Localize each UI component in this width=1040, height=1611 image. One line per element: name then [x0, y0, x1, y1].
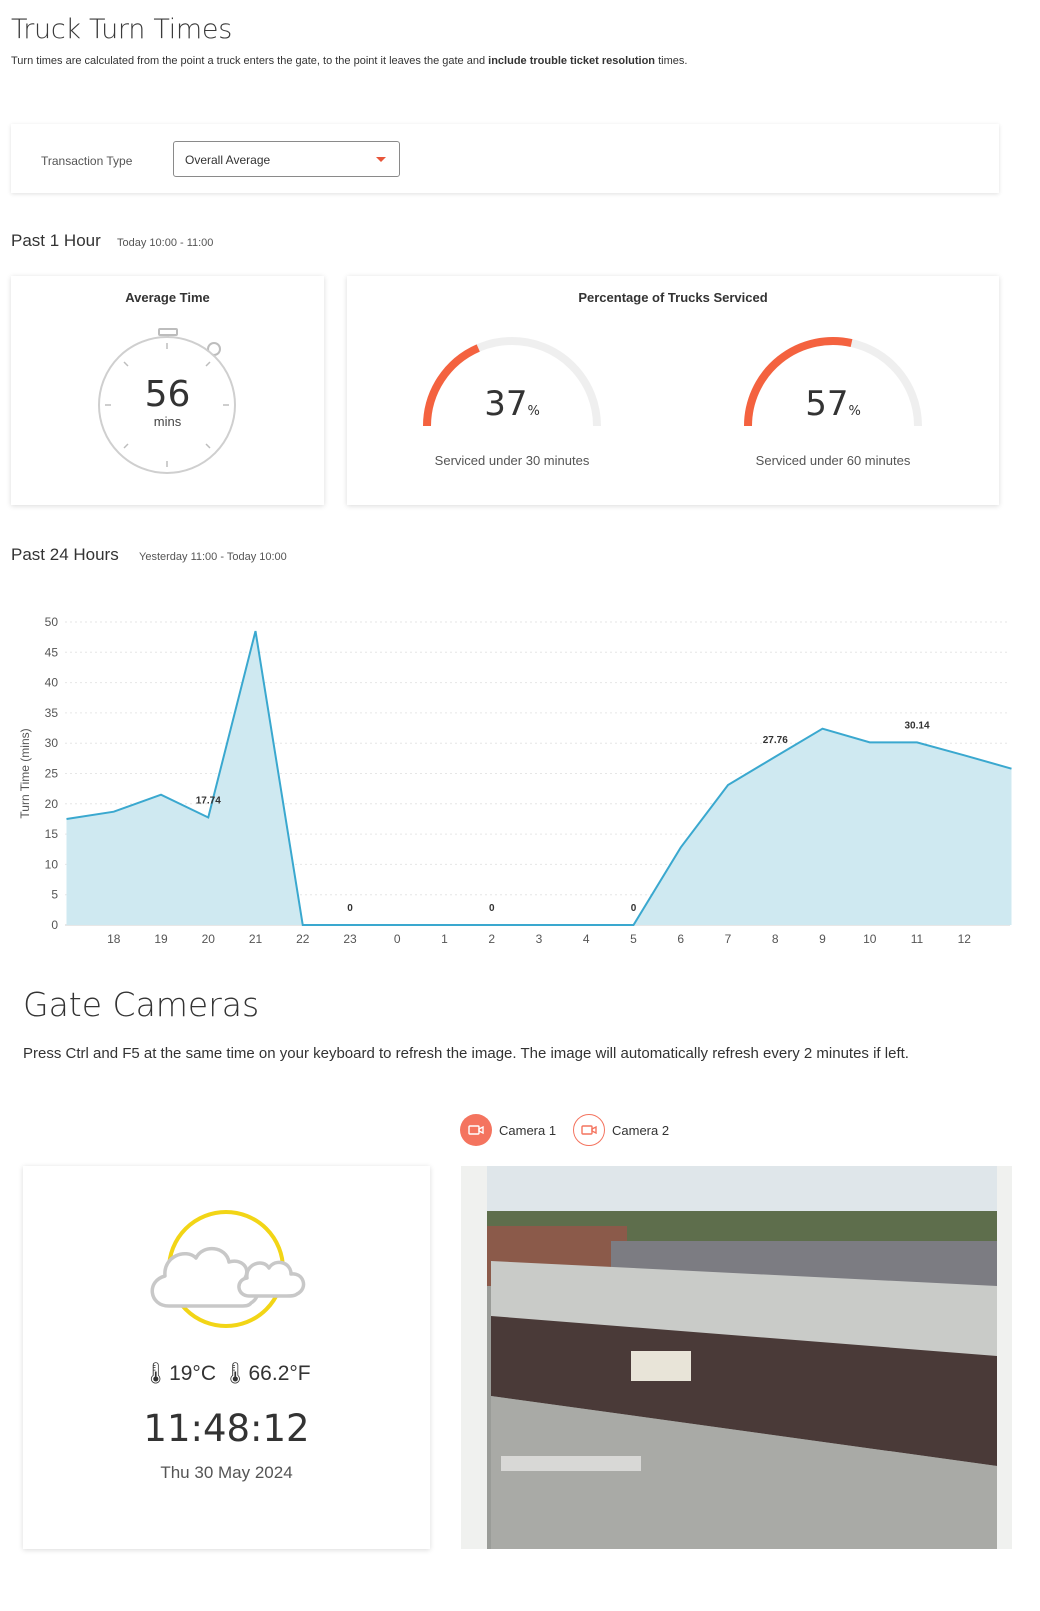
gate-cameras-title: Gate Cameras	[23, 985, 260, 1024]
transaction-type-label: Transaction Type	[41, 154, 133, 168]
y-tick-label: 10	[45, 857, 59, 871]
thermometer-icon: 🌡	[142, 1362, 170, 1385]
x-tick-label: 4	[583, 932, 590, 946]
x-tick-label: 12	[958, 932, 972, 946]
average-time-title: Average Time	[125, 290, 210, 305]
x-tick-label: 3	[536, 932, 543, 946]
y-tick-label: 25	[45, 767, 59, 781]
x-tick-label: 1	[441, 932, 448, 946]
x-tick-label: 10	[863, 932, 877, 946]
x-tick-label: 0	[394, 932, 401, 946]
x-tick-label: 23	[343, 932, 357, 946]
average-time-card: Average Time 56 mins	[11, 276, 324, 505]
temperature-fahrenheit: 66.2°F	[248, 1362, 311, 1385]
gate-cameras-instructions: Press Ctrl and F5 at the same time on yo…	[23, 1045, 909, 1062]
x-tick-label: 8	[772, 932, 779, 946]
filter-bar	[11, 124, 999, 193]
subtitle-text-end: times.	[655, 55, 688, 67]
camera-1-label: Camera 1	[499, 1122, 557, 1138]
y-tick-label: 30	[45, 736, 59, 750]
x-tick-label: 21	[249, 932, 263, 946]
y-tick-label: 40	[45, 676, 59, 690]
camera-feed-image	[461, 1166, 1012, 1549]
x-tick-label: 9	[819, 932, 826, 946]
trucks-serviced-card: Percentage of Trucks Serviced 37% Servic…	[347, 276, 999, 505]
x-tick-label: 22	[296, 932, 310, 946]
x-tick-label: 2	[488, 932, 495, 946]
transaction-type-value: Overall Average	[185, 153, 271, 167]
transaction-type-select[interactable]: Overall Average	[173, 141, 400, 177]
data-label: 0	[631, 903, 637, 914]
gauge-60-min	[744, 337, 922, 427]
page-title: Truck Turn Times	[11, 14, 232, 45]
past-hour-range: Today 10:00 - 11:00	[117, 237, 214, 249]
x-tick-label: 11	[911, 932, 924, 946]
temperature-readout: 🌡19°C 🌡66.2°F	[23, 1362, 430, 1386]
page-subtitle: Turn times are calculated from the point…	[11, 55, 687, 67]
series-line	[66, 630, 1012, 926]
stopwatch-icon	[98, 328, 236, 474]
y-tick-label: 15	[45, 827, 59, 841]
video-camera-icon	[573, 1114, 605, 1146]
gauge-30-caption: Serviced under 30 minutes	[434, 453, 590, 468]
average-time-value: 56	[144, 374, 191, 415]
y-axis-title: Turn Time (mins)	[18, 728, 32, 818]
past-day-range: Yesterday 11:00 - Today 10:00	[139, 551, 287, 563]
y-tick-label: 35	[45, 706, 59, 720]
clock-time: 11:48:12	[143, 1407, 310, 1450]
data-label: 0	[489, 903, 495, 914]
gauge-60-value: 57%	[805, 384, 861, 424]
data-label: 0	[347, 903, 353, 914]
x-tick-label: 18	[107, 932, 121, 946]
y-tick-label: 50	[45, 615, 59, 629]
temperature-celsius: 19°C	[169, 1362, 216, 1385]
clock-date: Thu 30 May 2024	[160, 1463, 293, 1482]
gauge-30-value: 37%	[484, 384, 540, 424]
caret-down-icon	[376, 157, 386, 162]
past-hour-heading: Past 1 Hour	[11, 231, 101, 250]
x-tick-label: 6	[677, 932, 684, 946]
data-label: 17.74	[196, 795, 221, 806]
data-label: 30.14	[904, 720, 929, 731]
data-label: 27.76	[763, 735, 788, 746]
camera-1-button[interactable]: Camera 1	[460, 1114, 556, 1146]
camera-2-label: Camera 2	[612, 1122, 670, 1138]
x-tick-label: 7	[725, 932, 732, 946]
y-tick-label: 5	[51, 888, 58, 902]
y-tick-label: 45	[45, 645, 59, 659]
past-day-heading: Past 24 Hours	[11, 545, 119, 564]
weather-card	[23, 1166, 430, 1549]
gauge-30-min	[423, 337, 601, 427]
y-tick-label: 20	[45, 797, 59, 811]
x-tick-label: 20	[202, 932, 216, 946]
partly-cloudy-icon	[150, 1210, 306, 1328]
series-area	[66, 631, 1012, 925]
x-tick-label: 5	[630, 932, 637, 946]
x-tick-label: 19	[154, 932, 168, 946]
subtitle-text: Turn times are calculated from the point…	[11, 55, 489, 67]
average-time-unit: mins	[153, 414, 182, 429]
y-tick-label: 0	[51, 918, 58, 932]
subtitle-emphasis: include trouble ticket resolution	[488, 55, 656, 67]
video-camera-icon	[460, 1114, 492, 1146]
gauge-60-caption: Serviced under 60 minutes	[755, 453, 911, 468]
trucks-serviced-title: Percentage of Trucks Serviced	[578, 290, 768, 305]
camera-2-button[interactable]: Camera 2	[573, 1114, 669, 1146]
thermometer-icon: 🌡	[221, 1362, 249, 1385]
